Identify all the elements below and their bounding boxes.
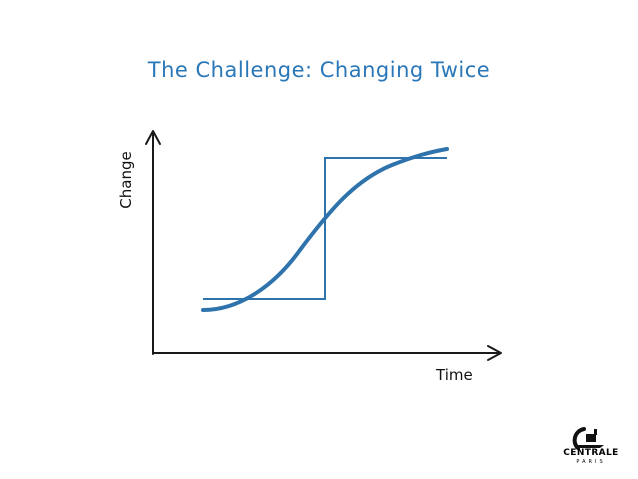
centrale-logo-icon bbox=[572, 427, 604, 450]
slide-title: The Challenge: Changing Twice bbox=[147, 58, 491, 82]
x-axis-label: Time bbox=[436, 366, 473, 384]
y-axis-label: Change bbox=[117, 151, 135, 209]
step-change-line bbox=[203, 157, 447, 300]
y-axis-arrowhead bbox=[145, 130, 161, 145]
x-axis-arrowhead bbox=[487, 345, 502, 361]
s-curve-line bbox=[201, 147, 449, 312]
logo-wordmark: CENTRALE bbox=[563, 448, 619, 458]
logo-subtitle: PARIS bbox=[576, 459, 606, 465]
